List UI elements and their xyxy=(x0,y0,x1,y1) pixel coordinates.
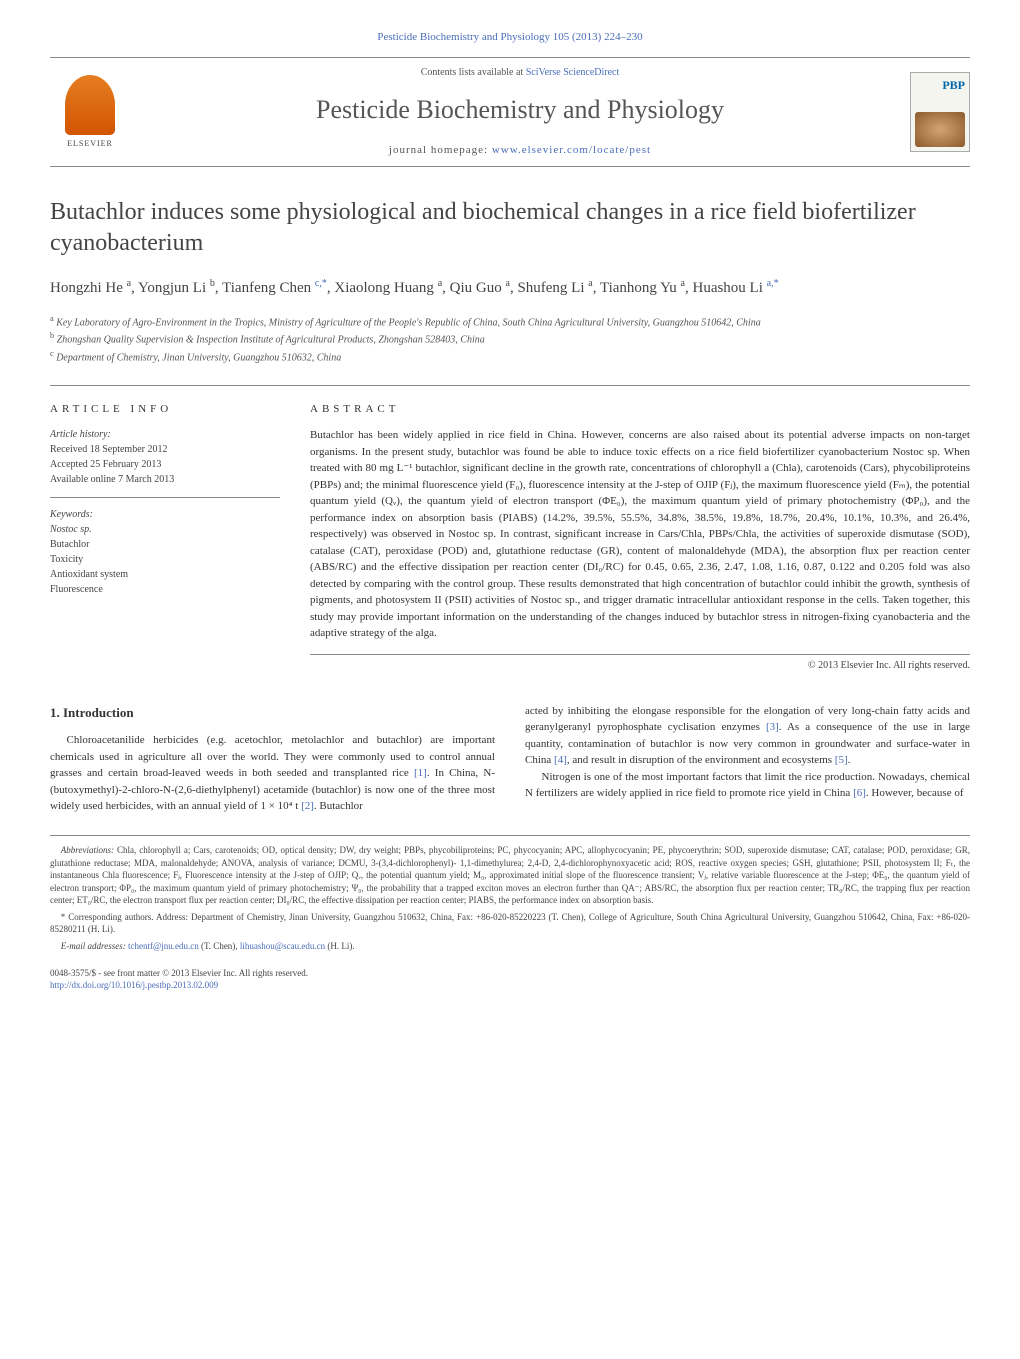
elsevier-logo: ELSEVIER xyxy=(50,67,130,157)
affiliations: a Key Laboratory of Agro-Environment in … xyxy=(50,313,970,365)
ref-link-1[interactable]: [1] xyxy=(414,767,427,779)
journal-homepage: journal homepage: www.elsevier.com/locat… xyxy=(130,143,910,158)
bottom-info: 0048-3575/$ - see front matter © 2013 El… xyxy=(50,967,970,992)
intro-heading: 1. Introduction xyxy=(50,703,495,723)
affiliation-c: Department of Chemistry, Jinan Universit… xyxy=(56,352,341,363)
footnotes: Abbreviations: Chla, chlorophyll a; Cars… xyxy=(50,835,970,953)
article-title: Butachlor induces some physiological and… xyxy=(50,197,970,259)
keywords: Nostoc sp. Butachlor Toxicity Antioxidan… xyxy=(50,522,280,597)
journal-center: Contents lists available at SciVerse Sci… xyxy=(130,66,910,158)
journal-header: ELSEVIER Contents lists available at Sci… xyxy=(50,57,970,167)
affiliation-b: Zhongshan Quality Supervision & Inspecti… xyxy=(57,335,485,346)
ref-link-5[interactable]: [5] xyxy=(835,754,848,766)
sciencedirect-link[interactable]: SciVerse ScienceDirect xyxy=(526,67,620,78)
accepted-date: Accepted 25 February 2013 xyxy=(50,457,280,472)
intro-column-left: 1. Introduction Chloroacetanilide herbic… xyxy=(50,703,495,815)
keyword-2: Butachlor xyxy=(50,537,280,552)
intro-column-right: acted by inhibiting the elongase respons… xyxy=(525,703,970,815)
keywords-label: Keywords: xyxy=(50,508,280,522)
authors: Hongzhi He a, Yongjun Li b, Tianfeng Che… xyxy=(50,276,970,300)
keyword-4: Antioxidant system xyxy=(50,567,280,582)
elsevier-label: ELSEVIER xyxy=(67,138,113,149)
homepage-link[interactable]: www.elsevier.com/locate/pest xyxy=(492,144,651,156)
info-abstract-row: ARTICLE INFO Article history: Received 1… xyxy=(50,385,970,673)
affiliation-a: Key Laboratory of Agro-Environment in th… xyxy=(56,317,761,328)
elsevier-tree-icon xyxy=(65,75,115,135)
keyword-5: Fluorescence xyxy=(50,582,280,597)
abbreviations-footnote: Abbreviations: Chla, chlorophyll a; Cars… xyxy=(50,844,970,907)
ref-link-3[interactable]: [3] xyxy=(766,721,779,733)
email-link-2[interactable]: lihuashou@scau.edu.cn xyxy=(240,941,325,951)
intro-paragraph-1: Chloroacetanilide herbicides (e.g. aceto… xyxy=(50,732,495,815)
abstract-copyright: © 2013 Elsevier Inc. All rights reserved… xyxy=(310,659,970,673)
ref-link-2[interactable]: [2] xyxy=(301,800,314,812)
cover-pbp-label: PBP xyxy=(915,77,965,94)
article-history: Article history: Received 18 September 2… xyxy=(50,427,280,498)
header-citation: Pesticide Biochemistry and Physiology 10… xyxy=(50,30,970,45)
online-date: Available online 7 March 2013 xyxy=(50,472,280,487)
email-link-1[interactable]: tchentf@jnu.edu.cn xyxy=(128,941,199,951)
keyword-3: Toxicity xyxy=(50,552,280,567)
journal-cover: PBP xyxy=(910,72,970,152)
intro-paragraph-2: acted by inhibiting the elongase respons… xyxy=(525,703,970,769)
abstract-text: Butachlor has been widely applied in ric… xyxy=(310,427,970,655)
doi-link[interactable]: http://dx.doi.org/10.1016/j.pestbp.2013.… xyxy=(50,980,218,990)
intro-paragraph-3: Nitrogen is one of the most important fa… xyxy=(525,769,970,802)
citation-link[interactable]: Pesticide Biochemistry and Physiology 10… xyxy=(377,31,642,43)
abstract-label: ABSTRACT xyxy=(310,402,970,417)
history-label: Article history: xyxy=(50,427,280,442)
ref-link-4[interactable]: [4] xyxy=(554,754,567,766)
corresponding-footnote: * Corresponding authors. Address: Depart… xyxy=(50,911,970,936)
keyword-1: Nostoc sp. xyxy=(50,524,92,535)
received-date: Received 18 September 2012 xyxy=(50,442,280,457)
introduction-section: 1. Introduction Chloroacetanilide herbic… xyxy=(50,703,970,815)
abstract: ABSTRACT Butachlor has been widely appli… xyxy=(310,402,970,673)
contents-line: Contents lists available at SciVerse Sci… xyxy=(130,66,910,80)
article-info: ARTICLE INFO Article history: Received 1… xyxy=(50,402,280,673)
front-matter: 0048-3575/$ - see front matter © 2013 El… xyxy=(50,967,970,980)
email-footnote: E-mail addresses: tchentf@jnu.edu.cn (T.… xyxy=(50,940,970,953)
article-info-label: ARTICLE INFO xyxy=(50,402,280,417)
cover-image-icon xyxy=(915,112,965,147)
journal-title: Pesticide Biochemistry and Physiology xyxy=(130,92,910,128)
ref-link-6[interactable]: [6] xyxy=(853,787,866,799)
